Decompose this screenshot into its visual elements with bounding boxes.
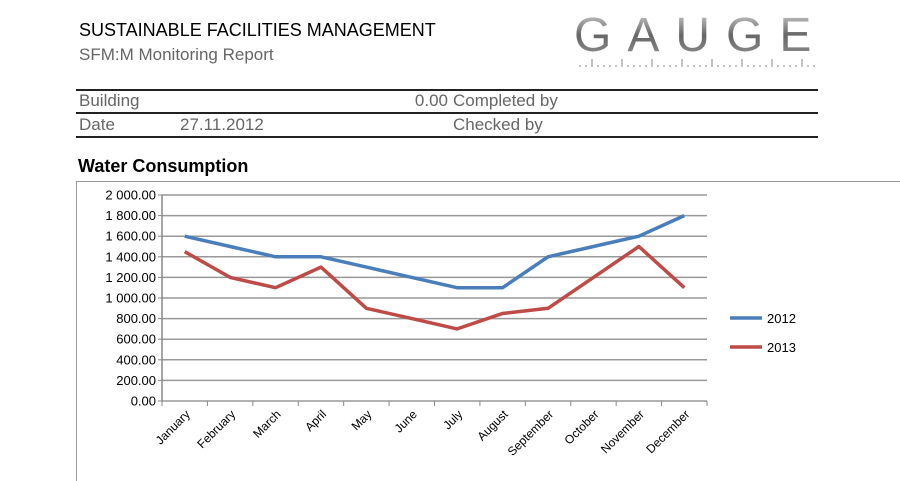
y-tick-label: 400.00 <box>116 352 156 367</box>
legend-label: 2012 <box>767 311 796 326</box>
x-tick-label: March <box>250 407 283 440</box>
y-tick-label: 1 200.00 <box>105 270 156 285</box>
x-tick-label: December <box>643 407 692 456</box>
x-tick-label: October <box>561 407 601 447</box>
y-tick-label: 1 600.00 <box>105 229 156 244</box>
y-tick-label: 1 800.00 <box>105 208 156 223</box>
x-tick-label: April <box>302 407 329 434</box>
y-tick-label: 0.00 <box>131 394 156 409</box>
y-tick-label: 1 400.00 <box>105 249 156 264</box>
x-tick-label: February <box>194 407 238 451</box>
y-tick-label: 200.00 <box>116 373 156 388</box>
y-tick-label: 1 000.00 <box>105 291 156 306</box>
x-tick-label: May <box>349 407 375 433</box>
y-tick-label: 600.00 <box>116 332 156 347</box>
x-tick-label: November <box>598 407 647 456</box>
legend-label: 2013 <box>767 340 796 355</box>
x-tick-label: June <box>392 407 421 436</box>
x-tick-label: September <box>505 407 556 458</box>
y-tick-label: 800.00 <box>116 311 156 326</box>
y-tick-label: 2 000.00 <box>105 188 156 203</box>
series-line-2013 <box>185 247 685 329</box>
x-tick-label: July <box>440 407 465 432</box>
x-tick-label: January <box>153 407 193 447</box>
x-tick-label: August <box>474 407 511 444</box>
